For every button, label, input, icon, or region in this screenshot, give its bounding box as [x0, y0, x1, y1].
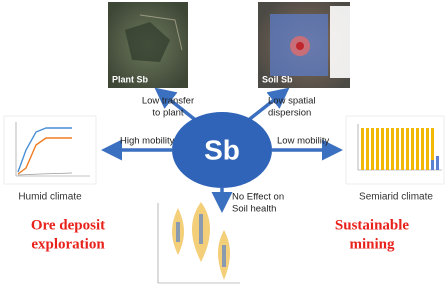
arrow-label: Soil health	[232, 204, 276, 215]
humid-chart	[4, 116, 96, 184]
arrow-label: Low transfer	[142, 96, 194, 107]
arrow-label: to plant	[152, 108, 184, 119]
conclusion: mining	[349, 236, 395, 252]
arrow-label: High mobility	[120, 136, 175, 147]
graphical-abstract: Plant Sb Soil Sb Humid climate Semiarid	[0, 0, 446, 285]
arrow-label: dispersion	[268, 108, 311, 119]
climate-label: Semiarid climate	[359, 192, 433, 203]
soil-image: Soil Sb	[258, 2, 350, 88]
image-label: Soil Sb	[262, 74, 293, 84]
climate-label: Humid climate	[18, 192, 82, 203]
conclusion: exploration	[31, 236, 105, 252]
arrow-label: No Effect on	[232, 192, 284, 203]
image-label: Plant Sb	[112, 74, 149, 84]
arrow-label: Low spatial	[268, 96, 316, 107]
conclusion: Ore deposit	[31, 217, 105, 233]
semiarid-chart	[346, 116, 444, 184]
arrow-label: Low mobility	[277, 136, 330, 147]
conclusion: Sustainable	[335, 217, 410, 233]
plant-image: Plant Sb	[108, 2, 188, 88]
center-label: Sb	[204, 134, 240, 165]
violin-chart	[158, 202, 240, 283]
